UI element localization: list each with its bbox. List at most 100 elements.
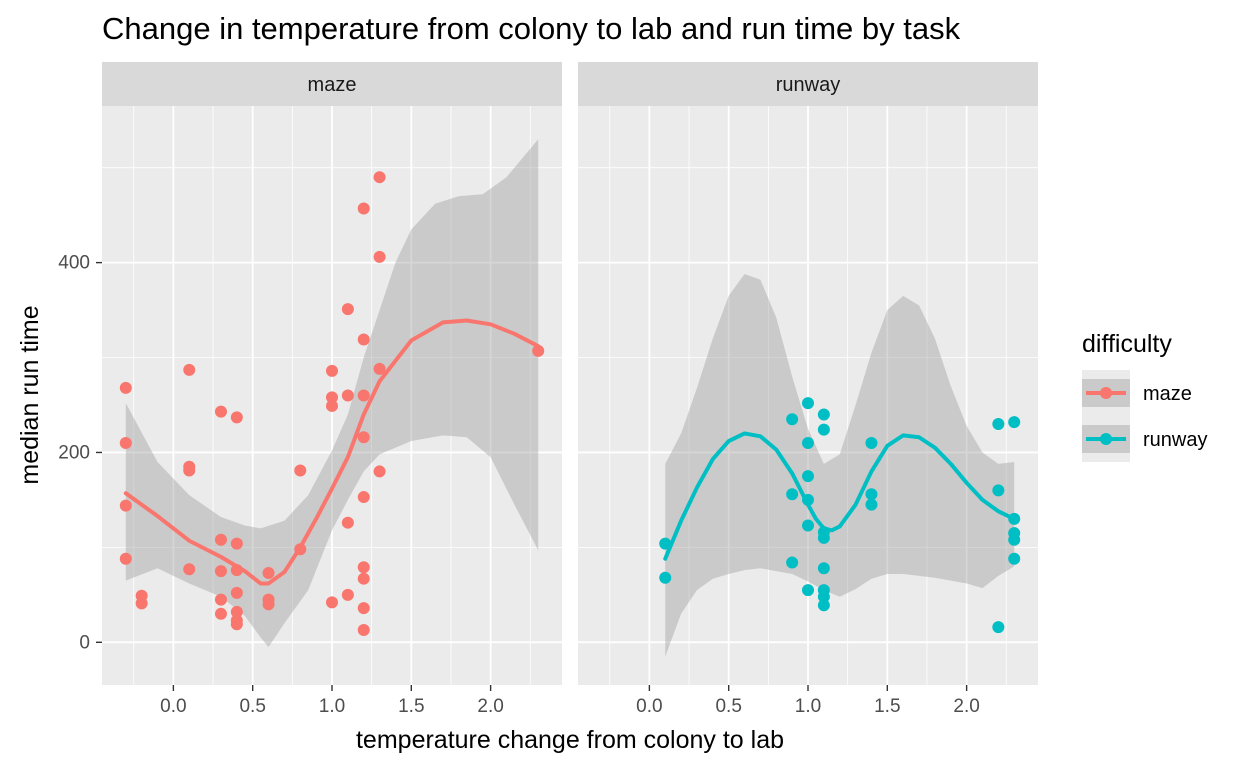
- strip-background: [578, 62, 1038, 106]
- data-point: [230, 605, 243, 618]
- data-point: [786, 413, 799, 426]
- x-tick-label: 0.5: [239, 696, 265, 717]
- legend-label: runway: [1143, 429, 1207, 451]
- data-point: [357, 623, 370, 636]
- y-tick-label: 400: [58, 253, 90, 274]
- x-tick-label: 1.0: [795, 696, 821, 717]
- facet-panel-runway: runway 0.0 0.5 1.0 1.5 2.0: [578, 62, 1038, 717]
- data-point: [214, 565, 227, 578]
- data-point: [992, 621, 1005, 634]
- data-point: [214, 533, 227, 546]
- data-point: [183, 363, 196, 376]
- confidence-band: [125, 139, 539, 648]
- data-point: [1008, 416, 1021, 429]
- data-point: [326, 391, 338, 404]
- data-point: [357, 561, 370, 574]
- data-point: [802, 470, 814, 483]
- data-point: [659, 571, 672, 584]
- x-tick-label: 1.5: [398, 696, 424, 717]
- data-point: [373, 171, 386, 184]
- y-axis-title: median run time: [16, 305, 44, 484]
- x-tick-label: 1.5: [874, 696, 900, 717]
- data-point: [802, 436, 814, 449]
- data-point: [357, 389, 370, 402]
- data-point: [817, 408, 830, 421]
- y-tick-label: 0: [79, 632, 90, 653]
- legend-key-point: [1100, 387, 1112, 399]
- legend-label: maze: [1143, 383, 1192, 405]
- data-point: [214, 593, 227, 606]
- data-point: [865, 498, 878, 511]
- data-point: [357, 202, 370, 215]
- x-tick-label: 0.5: [715, 696, 741, 717]
- y-tick-label: 200: [58, 442, 90, 463]
- data-point: [357, 602, 370, 615]
- data-point: [326, 596, 338, 609]
- legend: difficulty maze runway: [1082, 330, 1207, 462]
- data-point: [817, 562, 830, 575]
- data-point: [326, 399, 338, 412]
- smooth-line: [123, 318, 541, 586]
- facet-panel-maze: maze 0.0 0.5 1.0 1.5 2.0: [102, 62, 562, 717]
- data-point: [119, 436, 132, 449]
- data-point: [817, 590, 830, 603]
- legend-title: difficulty: [1082, 330, 1172, 358]
- data-point: [341, 516, 354, 529]
- legend-key-point: [1100, 433, 1112, 445]
- data-point: [183, 563, 196, 576]
- data-point: [326, 364, 338, 377]
- data-point: [341, 389, 354, 402]
- data-point: [341, 303, 354, 316]
- x-tick-label: 0.0: [160, 696, 186, 717]
- strip-label: maze: [308, 74, 357, 96]
- x-axis-title: temperature change from colony to lab: [356, 726, 784, 754]
- data-point: [817, 599, 830, 612]
- data-point: [119, 552, 132, 565]
- data-point: [992, 417, 1005, 430]
- data-point: [802, 519, 814, 532]
- data-point: [786, 488, 799, 501]
- data-point: [357, 572, 370, 585]
- data-point: [802, 584, 814, 597]
- data-point: [262, 598, 275, 611]
- x-tick-label: 0.0: [636, 696, 662, 717]
- data-point: [230, 618, 243, 631]
- data-point: [357, 431, 370, 444]
- data-point: [817, 423, 830, 436]
- legend-entry-maze: maze: [1082, 370, 1192, 416]
- data-point: [357, 333, 370, 346]
- data-point: [1008, 552, 1021, 565]
- data-point: [373, 250, 386, 263]
- x-tick-label: 2.0: [477, 696, 503, 717]
- data-point: [183, 464, 196, 477]
- data-point: [214, 607, 227, 620]
- data-point: [865, 488, 878, 501]
- strip-label: runway: [776, 74, 840, 96]
- data-point: [786, 556, 799, 569]
- x-tick-label: 1.0: [319, 696, 345, 717]
- data-point: [119, 499, 132, 512]
- data-point: [357, 491, 370, 504]
- chart-title: Change in temperature from colony to lab…: [102, 11, 961, 46]
- data-point: [294, 464, 307, 477]
- x-tick-label: 2.0: [953, 696, 979, 717]
- data-point: [532, 344, 545, 357]
- data-point: [135, 597, 148, 610]
- data-point: [802, 397, 814, 410]
- facet-panels: 0 200 400 maze 0.0 0.5 1.0 1.5 2.0 runway 0.0 0.5 1.…: [58, 62, 1038, 717]
- data-point: [992, 484, 1005, 497]
- data-point: [865, 436, 878, 449]
- smooth-line: [663, 431, 1017, 561]
- data-point: [1008, 533, 1021, 546]
- data-point: [230, 411, 243, 424]
- legend-entry-runway: runway: [1082, 416, 1207, 462]
- data-point: [817, 531, 830, 544]
- data-point: [230, 586, 243, 599]
- data-point: [373, 362, 386, 375]
- data-point: [262, 566, 275, 579]
- data-point: [119, 381, 132, 394]
- confidence-band: [665, 274, 1015, 657]
- data-point: [214, 405, 227, 418]
- data-point: [230, 537, 243, 550]
